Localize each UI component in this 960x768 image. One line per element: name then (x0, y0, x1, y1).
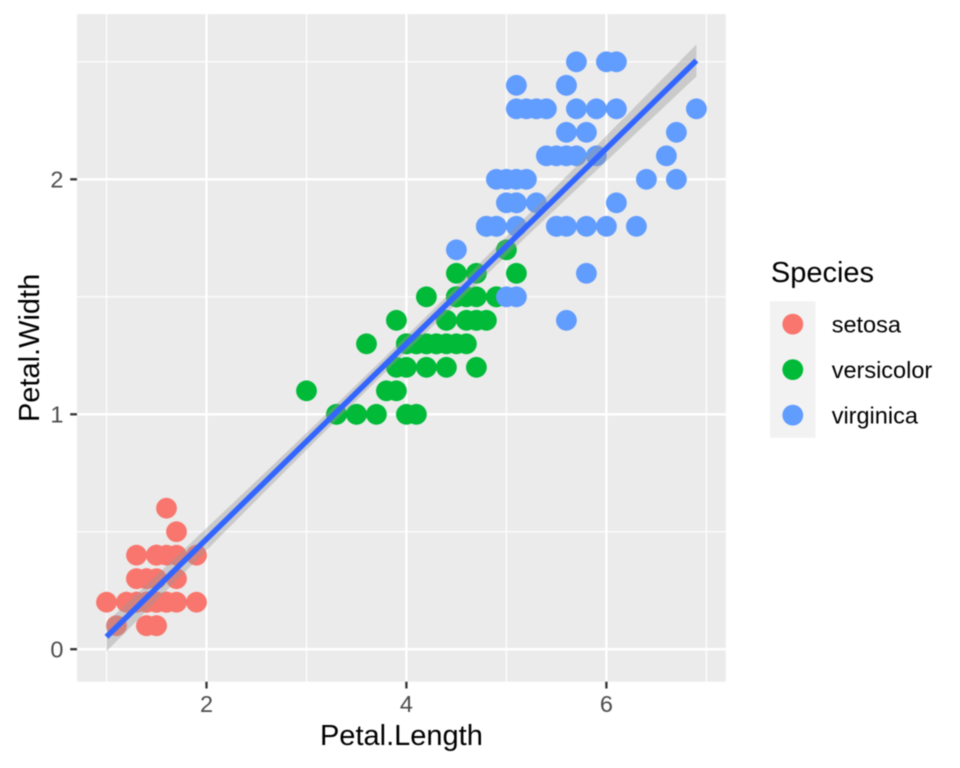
svg-text:2: 2 (200, 691, 213, 717)
svg-text:4: 4 (400, 691, 413, 717)
svg-text:2: 2 (50, 167, 63, 193)
svg-text:0: 0 (50, 637, 63, 663)
svg-text:1: 1 (50, 402, 63, 428)
svg-text:Petal.Width: Petal.Width (14, 274, 46, 422)
svg-text:setosa: setosa (832, 311, 902, 337)
svg-text:6: 6 (600, 691, 613, 717)
svg-text:Species: Species (771, 257, 874, 289)
svg-text:versicolor: versicolor (832, 357, 933, 383)
svg-text:Petal.Length: Petal.Length (320, 720, 483, 752)
svg-text:virginica: virginica (832, 402, 919, 428)
